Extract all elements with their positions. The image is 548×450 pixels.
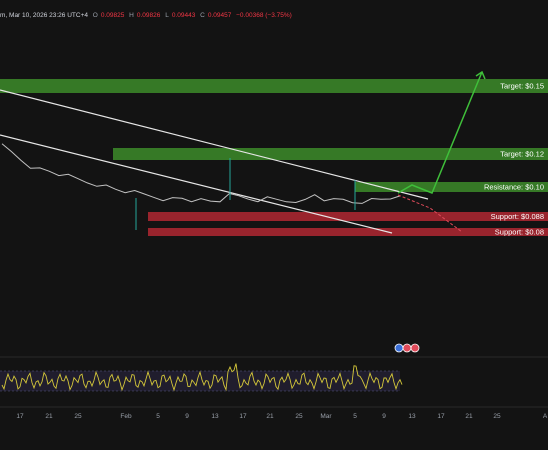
support-label: Support: $0.08 <box>495 228 544 237</box>
high-label: H <box>129 12 134 19</box>
x-tick-label: 17 <box>437 413 445 420</box>
instrument-title: m, Mar 10, 2026 23:26 UTC+4 <box>0 12 88 19</box>
channel-upper-line <box>0 89 429 200</box>
x-tick-label: 13 <box>408 413 416 420</box>
support-label: Support: $0.088 <box>491 212 544 221</box>
price-series-line <box>1 143 401 204</box>
change-value: −0.00368 (−3.75%) <box>236 12 292 19</box>
bullish-projection <box>397 71 483 194</box>
channel-lower-line <box>0 134 393 234</box>
x-tick-label: 25 <box>493 413 501 420</box>
x-tick-label: 21 <box>465 413 473 420</box>
x-tick-label: 9 <box>382 413 386 420</box>
target-label: Target: $0.12 <box>500 150 544 159</box>
close-label: C <box>200 12 205 19</box>
support-zone <box>148 228 548 236</box>
low-label: L <box>165 12 169 19</box>
open-label: O <box>92 12 98 19</box>
x-tick-label: 17 <box>239 413 247 420</box>
x-tick-label: 21 <box>45 413 53 420</box>
target-zone <box>113 148 548 160</box>
close-value: 0.09457 <box>207 12 232 19</box>
x-tick-label: 21 <box>266 413 274 420</box>
x-tick-label: 9 <box>185 413 189 420</box>
resistance-label: Resistance: $0.10 <box>484 183 544 192</box>
x-tick-label: Feb <box>120 413 132 420</box>
high-value: 0.09826 <box>136 12 161 19</box>
x-tick-label: A <box>543 413 548 420</box>
support-zone <box>148 212 548 221</box>
bearish-projection <box>397 194 463 233</box>
x-tick-label: Mar <box>320 413 332 420</box>
indicator-badge <box>402 343 412 353</box>
x-tick-label: 13 <box>211 413 219 420</box>
x-tick-label: 17 <box>16 413 24 420</box>
x-tick-label: 25 <box>295 413 303 420</box>
indicator-badge <box>410 343 420 353</box>
target-label: Target: $0.15 <box>500 82 544 91</box>
x-tick-label: 25 <box>74 413 82 420</box>
low-value: 0.09443 <box>171 12 196 19</box>
chart-header: m, Mar 10, 2026 23:26 UTC+4 O 0.09825 H 0.… <box>0 0 548 26</box>
indicator-badge <box>394 343 404 353</box>
open-value: 0.09825 <box>100 12 125 19</box>
x-tick-label: 5 <box>156 413 160 420</box>
x-tick-label: 5 <box>353 413 357 420</box>
target-zone <box>0 79 548 93</box>
rsi-line <box>1 363 403 392</box>
resistance-zone <box>355 182 548 192</box>
projection-arrowhead <box>475 70 486 80</box>
rsi-band <box>0 371 400 391</box>
